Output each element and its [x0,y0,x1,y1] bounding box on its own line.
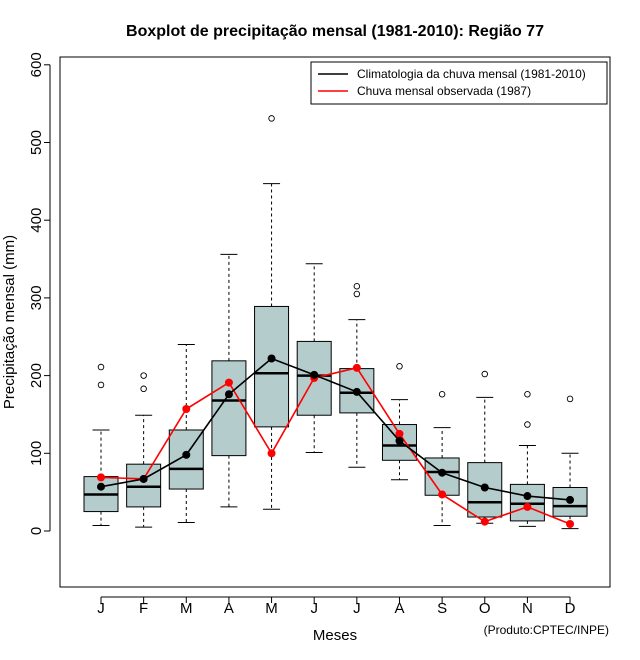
series-point-observed [224,378,233,387]
x-tick-label: F [139,600,148,617]
series-point-observed [395,429,404,438]
outlier-point [524,421,531,428]
series-point-observed [438,490,447,499]
x-tick-label: S [437,600,447,617]
box-month [83,363,119,527]
series-line-climatology [100,357,571,501]
x-tick-label: A [394,600,404,617]
series-line-observed [100,366,571,525]
y-tick-label: 500 [28,130,45,155]
x-tick-label: J [97,600,105,617]
axis-layer: 0 100 200 300 400 500 600 J F M A M J J A S O N D [28,52,576,617]
series-point-climatology [224,390,233,399]
box-iqr [254,305,290,428]
outlier-point [566,395,574,403]
y-tick-label: 600 [28,52,45,77]
box-iqr [552,486,588,517]
x-tick-label: M [180,600,193,617]
series-point-climatology [438,468,447,477]
series-point-climatology [139,474,148,483]
box-month [168,344,204,523]
y-tick-label: 300 [28,285,45,310]
chart-title: Boxplot de precipitação mensal (1981-201… [126,23,544,40]
outlier-point [353,290,361,298]
series-point-observed [523,502,532,511]
series-point-climatology [310,370,319,379]
boxes-layer [83,115,588,530]
outlier-point [353,282,361,290]
series-point-climatology [395,436,404,445]
series-point-climatology [267,354,276,363]
x-tick-label: O [479,600,491,617]
x-tick-label: M [265,600,278,617]
outlier-point [438,390,446,398]
box-month [339,282,375,468]
outlier-point [396,363,403,370]
x-tick-label: D [565,600,576,617]
y-axis-label: Precipitação mensal (mm) [1,235,18,409]
outlier-point [97,381,105,389]
series-point-observed [480,517,489,526]
legend-label-climatology: Climatologia da chuva mensal (1981-2010) [357,67,586,81]
x-tick-label: A [224,600,234,617]
credit-label: (Produto:CPTEC/INPE) [484,623,609,637]
box-month [381,363,417,481]
legend-label-observed: Chuva mensal observada (1987) [357,84,531,98]
x-tick-label: J [353,600,361,617]
outlier-point [140,385,147,393]
box-iqr [211,360,247,457]
x-tick-label: N [522,600,533,617]
x-tick-label: J [310,600,318,617]
outlier-point [140,372,147,379]
box-month [424,390,460,527]
series-point-observed [182,405,191,414]
x-axis-label: Meses [313,627,357,644]
y-tick-label: 100 [28,441,45,466]
series-point-observed [97,473,105,482]
plot-frame [59,56,611,588]
series-point-climatology [480,483,489,492]
series-point-observed [566,520,575,529]
outlier-point [97,363,105,371]
y-tick-label: 200 [28,363,45,388]
series-point-observed [267,449,276,458]
series-point-climatology [182,450,191,459]
series-point-climatology [566,495,575,504]
series-point-observed [352,363,361,372]
box-month [467,370,503,524]
outlier-point [481,370,489,378]
y-tick-label: 400 [28,208,45,233]
legend-box [310,61,608,105]
series-layer [97,354,575,529]
outlier-point [524,390,531,398]
series-point-climatology [97,482,105,491]
legend: Climatologia da chuva mensal (1981-2010)… [310,61,608,105]
box-month [254,115,290,510]
series-point-climatology [352,387,361,396]
outlier-point [268,115,275,122]
series-point-climatology [523,492,532,501]
y-tick-label: 0 [28,527,45,535]
box-month [509,390,545,527]
box-month [552,395,588,530]
box-month [296,263,332,454]
box-month [211,253,247,508]
box-month [126,372,162,528]
